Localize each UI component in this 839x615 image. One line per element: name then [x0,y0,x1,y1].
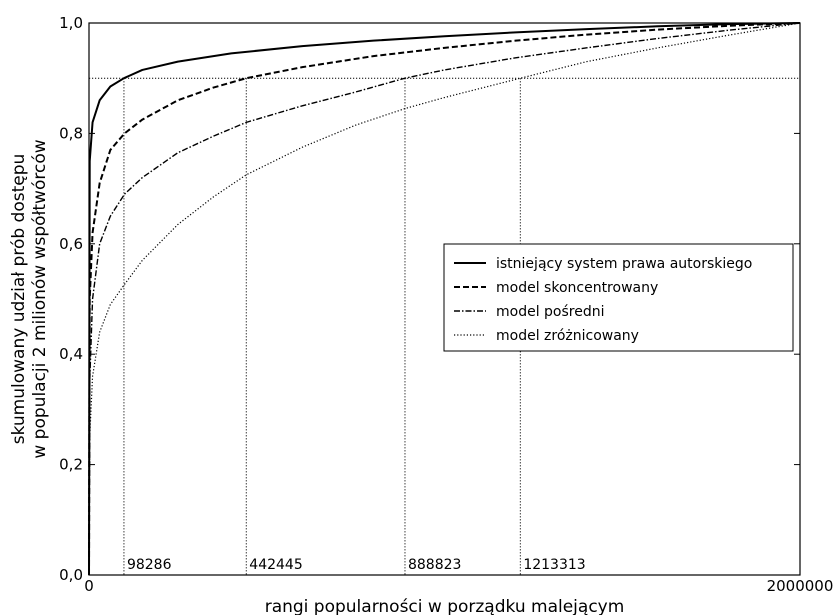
x-tick-label: 0 [84,577,94,595]
annotation-label: 98286 [127,557,172,573]
series-line-dashed [88,22,801,576]
annotation-labels: 98286 442445 888823 1213313 [127,557,586,573]
annotation-label: 1213313 [523,557,585,573]
x-axis-ticks: 0 2000000 [84,569,833,595]
y-tick-label: 0,8 [59,124,83,142]
y-axis-title: skumulowany udział prób dostępu w popula… [9,139,50,458]
y-tick-label: 1,0 [59,14,83,32]
series-line-dashdot [88,22,801,576]
y-axis-title-line-1: skumulowany udział prób dostępu [9,154,29,445]
y-tick-label: 0,6 [59,235,83,253]
legend-box [443,243,794,352]
series-line-solid [88,22,801,576]
x-tick-label: 2000000 [767,577,834,595]
annotation-label: 442445 [249,557,302,573]
plot-frame [88,22,801,576]
y-axis-title-line-2: w populacji 2 milionów współtwórców [30,139,50,458]
legend-label: model zróżnicowany [496,328,639,344]
y-tick-label: 0,2 [59,456,83,474]
legend-label: istniejący system prawa autorskiego [496,256,752,272]
reference-lines [89,77,800,575]
annotation-label: 888823 [408,557,461,573]
legend: istniejący system prawa autorskiego model… [443,243,794,352]
series-line-dotted [88,22,801,576]
legend-label: model skoncentrowany [496,280,658,296]
series-lines [88,22,801,576]
legend-label: model pośredni [496,304,605,320]
x-axis-title: rangi popularności w porządku malejącym [265,597,625,615]
y-tick-label: 0,0 [59,566,83,584]
y-tick-label: 0,4 [59,345,83,363]
y-axis-ticks: 0,0 0,2 0,4 0,6 0,8 1,0 [59,14,800,584]
